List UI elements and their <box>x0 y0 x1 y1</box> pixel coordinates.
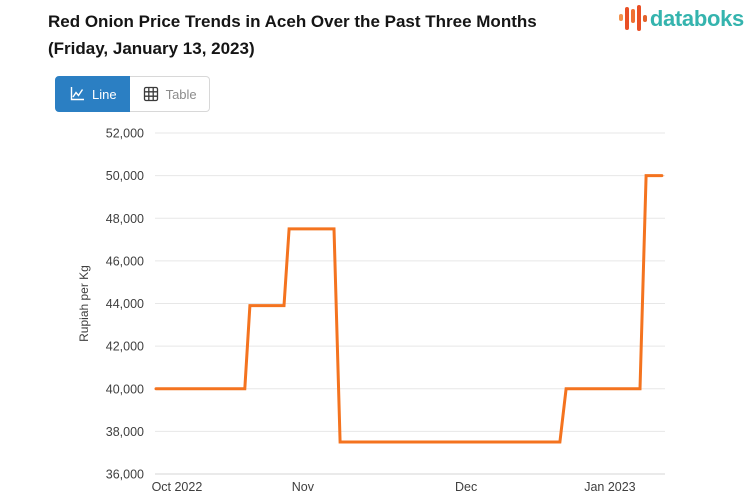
view-toggle-group: Line Table <box>55 76 210 112</box>
y-tick-label: 40,000 <box>106 382 144 396</box>
table-icon <box>143 86 158 102</box>
y-tick-label: 50,000 <box>106 169 144 183</box>
line-chart-icon <box>70 87 84 101</box>
chart-svg: 52,000 50,000 48,000 46,000 44,000 42,000 40,0… <box>77 127 665 494</box>
price-line-series <box>154 174 664 444</box>
page-title: Red Onion Price Trends in Aceh Over the … <box>48 8 745 62</box>
chart-title-line1: Red Onion Price Trends in Aceh Over the … <box>48 12 537 31</box>
y-tick-label: 46,000 <box>106 254 144 268</box>
page-header: Red Onion Price Trends in Aceh Over the … <box>48 8 745 62</box>
line-button-label: Line <box>92 86 117 102</box>
line-view-button[interactable]: Line <box>55 76 130 112</box>
x-tick-label: Nov <box>292 480 315 494</box>
x-tick-label: Oct 2022 <box>152 480 203 494</box>
chart-title-line2: (Friday, January 13, 2023) <box>48 39 255 58</box>
y-tick-label: 52,000 <box>106 127 144 141</box>
x-tick-label: Dec <box>455 480 477 494</box>
databoks-logo: databoks <box>618 4 744 33</box>
y-tick-label: 42,000 <box>106 340 144 354</box>
y-tick-label: 48,000 <box>106 212 144 226</box>
table-button-label: Table <box>165 86 197 102</box>
table-view-button[interactable]: Table <box>129 76 210 112</box>
databoks-logo-text: databoks <box>649 5 744 31</box>
y-tick-label: 44,000 <box>106 297 144 311</box>
price-trend-chart: 52,000 50,000 48,000 46,000 44,000 42,000 40,0… <box>0 115 753 498</box>
databoks-logo-icon <box>618 4 647 33</box>
y-tick-label: 38,000 <box>106 425 144 439</box>
y-tick-label: 36,000 <box>106 468 144 482</box>
y-axis-title: Rupiah per Kg <box>77 265 91 342</box>
x-tick-label: Jan 2023 <box>584 480 635 494</box>
